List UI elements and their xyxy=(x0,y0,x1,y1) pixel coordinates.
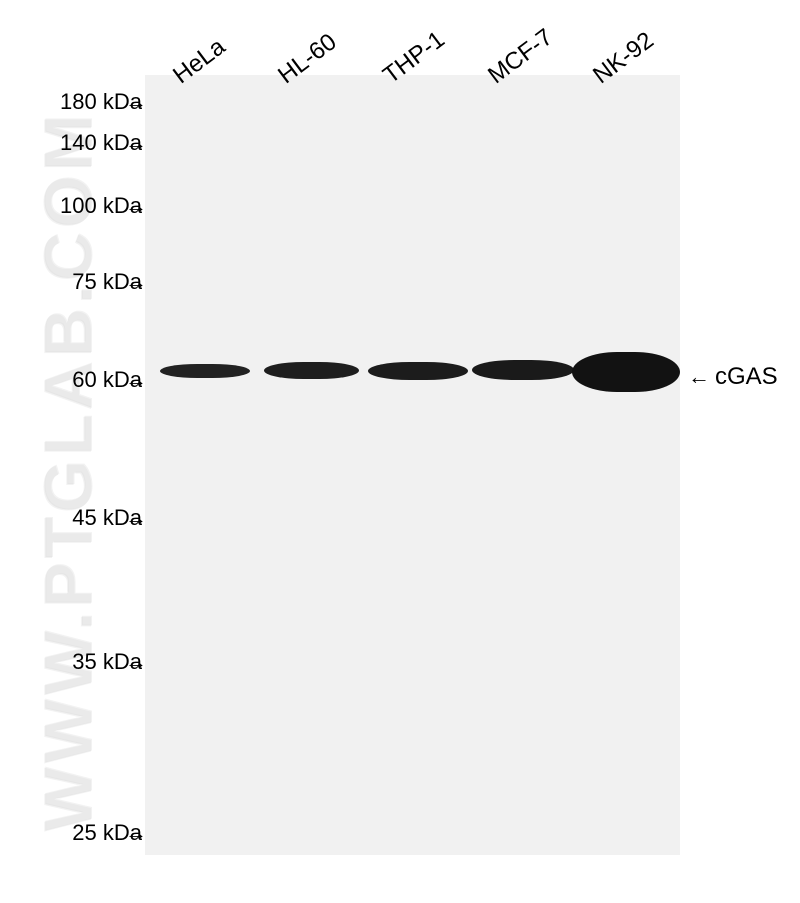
arrow-right-icon: → xyxy=(125,130,147,156)
target-protein-name: cGAS xyxy=(715,363,778,391)
blot-band xyxy=(160,364,250,378)
arrow-right-icon: → xyxy=(125,367,147,393)
arrow-right-icon: → xyxy=(125,649,147,675)
arrow-right-icon: → xyxy=(125,193,147,219)
arrow-right-icon: → xyxy=(125,820,147,846)
blot-band xyxy=(472,360,574,380)
arrow-right-icon: → xyxy=(125,269,147,295)
blot-figure: WWW.PTGLAB.COM HeLa HL-60 THP-1 MCF-7 NK… xyxy=(0,0,800,903)
blot-membrane xyxy=(145,75,680,855)
blot-band xyxy=(368,362,468,380)
arrow-right-icon: → xyxy=(125,505,147,531)
blot-band xyxy=(264,362,359,379)
arrow-left-icon: ← xyxy=(688,364,710,390)
arrow-right-icon: → xyxy=(125,89,147,115)
blot-band xyxy=(572,352,680,392)
